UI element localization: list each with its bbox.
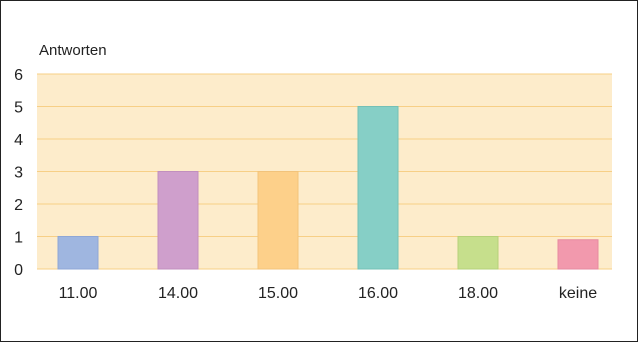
bar-15-00 (257, 171, 299, 270)
y-tick-label: 6 (14, 67, 23, 84)
x-tick-label: 14.00 (158, 285, 198, 302)
bars (57, 106, 599, 270)
y-tick-label: 0 (14, 262, 23, 279)
x-tick-label: keine (559, 285, 597, 302)
y-tick-label: 4 (14, 132, 23, 149)
x-tick-label: 18.00 (458, 285, 498, 302)
y-tick-label: 1 (14, 230, 23, 247)
y-tick-label: 2 (14, 197, 23, 214)
y-tick-label: 3 (14, 165, 23, 182)
bar-11-00 (57, 236, 99, 270)
y-axis-ticks: 0 1 2 3 4 5 6 (14, 67, 23, 279)
x-tick-label: 11.00 (59, 285, 98, 302)
x-tick-label: 16.00 (358, 285, 398, 302)
y-tick-label: 5 (14, 100, 23, 117)
grid-lines (37, 73, 612, 270)
bar-keine (557, 239, 599, 270)
bar-16-00 (357, 106, 399, 270)
bar-18-00 (457, 236, 499, 270)
y-axis-label: Antworten (39, 42, 107, 59)
bar-14-00 (157, 171, 199, 270)
x-axis-ticks: 11.00 14.00 15.00 16.00 18.00 keine (59, 285, 598, 302)
x-tick-label: 15.00 (258, 285, 298, 302)
